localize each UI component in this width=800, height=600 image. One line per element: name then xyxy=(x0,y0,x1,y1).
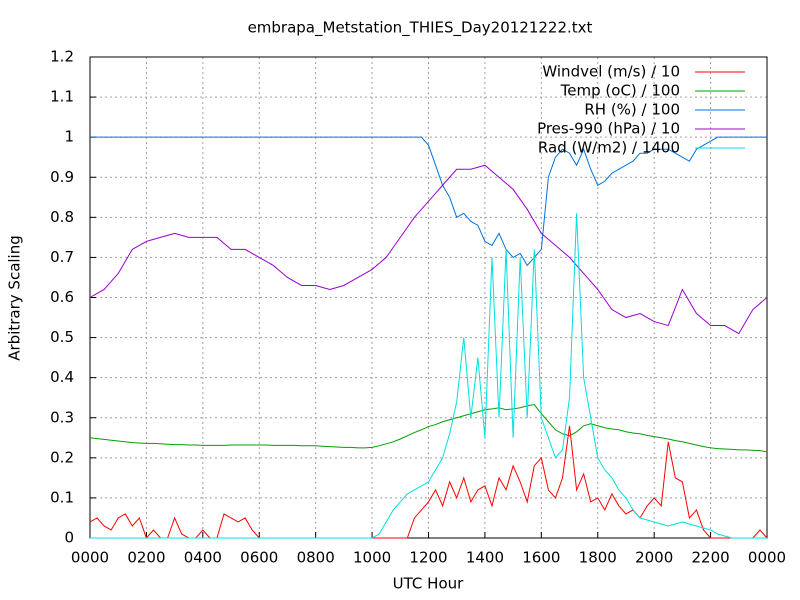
x-tick-label: 0200 xyxy=(127,549,165,567)
data-line xyxy=(89,403,768,453)
x-tick-label: 0600 xyxy=(240,549,278,567)
y-tick-label: 1.1 xyxy=(50,88,74,106)
y-tick-label: 0.1 xyxy=(50,488,74,506)
x-tick-label: 0000 xyxy=(71,549,109,567)
y-tick-label: 0.6 xyxy=(50,288,74,306)
legend-label: Pres-990 (hPa) / 10 xyxy=(537,120,680,138)
y-tick-label: 0.4 xyxy=(50,368,74,386)
chart-title: embrapa_Metstation_THIES_Day20121222.txt xyxy=(248,19,593,38)
x-tick-label: 1400 xyxy=(466,549,504,567)
legend-label: Rad (W/m2) / 1400 xyxy=(538,139,680,157)
y-tick-label: 1 xyxy=(64,128,74,146)
y-tick-label: 0.3 xyxy=(50,408,74,426)
legend-label: RH (%) / 100 xyxy=(584,101,680,119)
y-tick-label: 0.8 xyxy=(50,208,74,226)
data-line xyxy=(89,425,768,539)
data-line xyxy=(89,164,768,335)
x-tick-label: 2200 xyxy=(691,549,729,567)
x-tick-label: 0000 xyxy=(748,549,786,567)
y-tick-label: 0.5 xyxy=(50,328,74,346)
legend-label: Windvel (m/s) / 10 xyxy=(542,63,680,81)
x-tick-label: 1800 xyxy=(579,549,617,567)
y-axis-label: Arbitrary Scaling xyxy=(6,235,24,361)
legend-label: Temp (oC) / 100 xyxy=(560,82,680,100)
data-line xyxy=(90,136,767,267)
x-tick-label: 1600 xyxy=(522,549,560,567)
x-tick-label: 1200 xyxy=(409,549,447,567)
x-tick-label: 2000 xyxy=(635,549,673,567)
data-line xyxy=(90,213,767,539)
y-tick-label: 1.2 xyxy=(50,48,74,66)
y-tick-label: 0.9 xyxy=(50,168,74,186)
y-tick-label: 0.2 xyxy=(50,448,74,466)
x-axis-label: UTC Hour xyxy=(393,575,464,593)
x-tick-label: 0800 xyxy=(297,549,335,567)
x-tick-label: 0400 xyxy=(184,549,222,567)
y-tick-label: 0 xyxy=(64,529,74,547)
x-tick-label: 1000 xyxy=(353,549,391,567)
y-tick-label: 0.7 xyxy=(50,248,74,266)
